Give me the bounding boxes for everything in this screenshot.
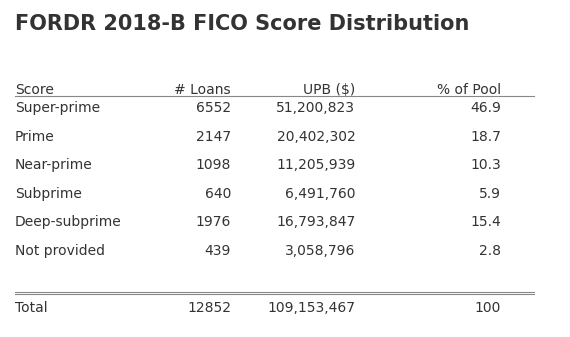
Text: 6552: 6552	[196, 101, 231, 115]
Text: Deep-subprime: Deep-subprime	[15, 215, 122, 229]
Text: UPB ($): UPB ($)	[303, 83, 355, 97]
Text: Super-prime: Super-prime	[15, 101, 100, 115]
Text: % of Pool: % of Pool	[437, 83, 501, 97]
Text: 11,205,939: 11,205,939	[276, 158, 355, 172]
Text: Not provided: Not provided	[15, 244, 105, 258]
Text: 16,793,847: 16,793,847	[276, 215, 355, 229]
Text: 3,058,796: 3,058,796	[285, 244, 355, 258]
Text: 20,402,302: 20,402,302	[276, 130, 355, 144]
Text: 18.7: 18.7	[470, 130, 501, 144]
Text: # Loans: # Loans	[174, 83, 231, 97]
Text: 109,153,467: 109,153,467	[267, 301, 355, 315]
Text: FORDR 2018-B FICO Score Distribution: FORDR 2018-B FICO Score Distribution	[15, 14, 469, 34]
Text: 6,491,760: 6,491,760	[285, 187, 355, 201]
Text: 439: 439	[205, 244, 231, 258]
Text: 1098: 1098	[196, 158, 231, 172]
Text: Prime: Prime	[15, 130, 55, 144]
Text: 2.8: 2.8	[479, 244, 501, 258]
Text: 1976: 1976	[196, 215, 231, 229]
Text: 46.9: 46.9	[470, 101, 501, 115]
Text: 640: 640	[205, 187, 231, 201]
Text: 51,200,823: 51,200,823	[276, 101, 355, 115]
Text: 2147: 2147	[196, 130, 231, 144]
Text: Total: Total	[15, 301, 48, 315]
Text: 100: 100	[475, 301, 501, 315]
Text: Score: Score	[15, 83, 54, 97]
Text: 10.3: 10.3	[470, 158, 501, 172]
Text: 5.9: 5.9	[479, 187, 501, 201]
Text: 15.4: 15.4	[470, 215, 501, 229]
Text: Subprime: Subprime	[15, 187, 82, 201]
Text: Near-prime: Near-prime	[15, 158, 93, 172]
Text: 12852: 12852	[187, 301, 231, 315]
